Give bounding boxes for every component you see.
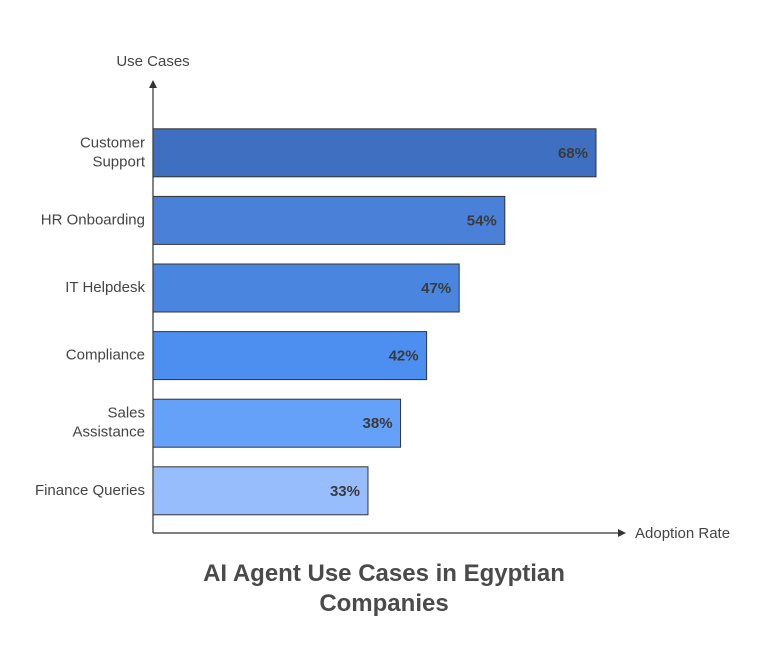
bar (152, 263, 460, 313)
y-tick-label: Customer Support (80, 134, 146, 170)
value-label: 38% (363, 415, 393, 432)
bar (152, 398, 402, 448)
value-label: 47% (421, 280, 451, 297)
x-axis-arrow (618, 529, 626, 537)
x-axis-label: Adoption Rate (635, 525, 730, 542)
y-axis-arrow (149, 80, 157, 88)
chart-title: AI Agent Use Cases in Egyptian Companies (203, 560, 565, 617)
value-label: 42% (389, 348, 419, 365)
bar (152, 195, 506, 245)
y-tick-label: HR Onboarding (41, 211, 145, 228)
y-axis-label: Use Cases (116, 53, 189, 70)
y-tick-label: IT Helpdesk (65, 279, 145, 296)
bar (152, 466, 369, 516)
value-label: 33% (330, 483, 360, 500)
y-tick-label: Finance Queries (35, 482, 145, 499)
value-label: 68% (558, 145, 588, 162)
bar (152, 128, 597, 178)
value-label: 54% (467, 212, 497, 229)
bar (152, 331, 428, 381)
y-tick-label: Sales Assistance (72, 405, 145, 441)
y-tick-label: Compliance (66, 347, 145, 364)
